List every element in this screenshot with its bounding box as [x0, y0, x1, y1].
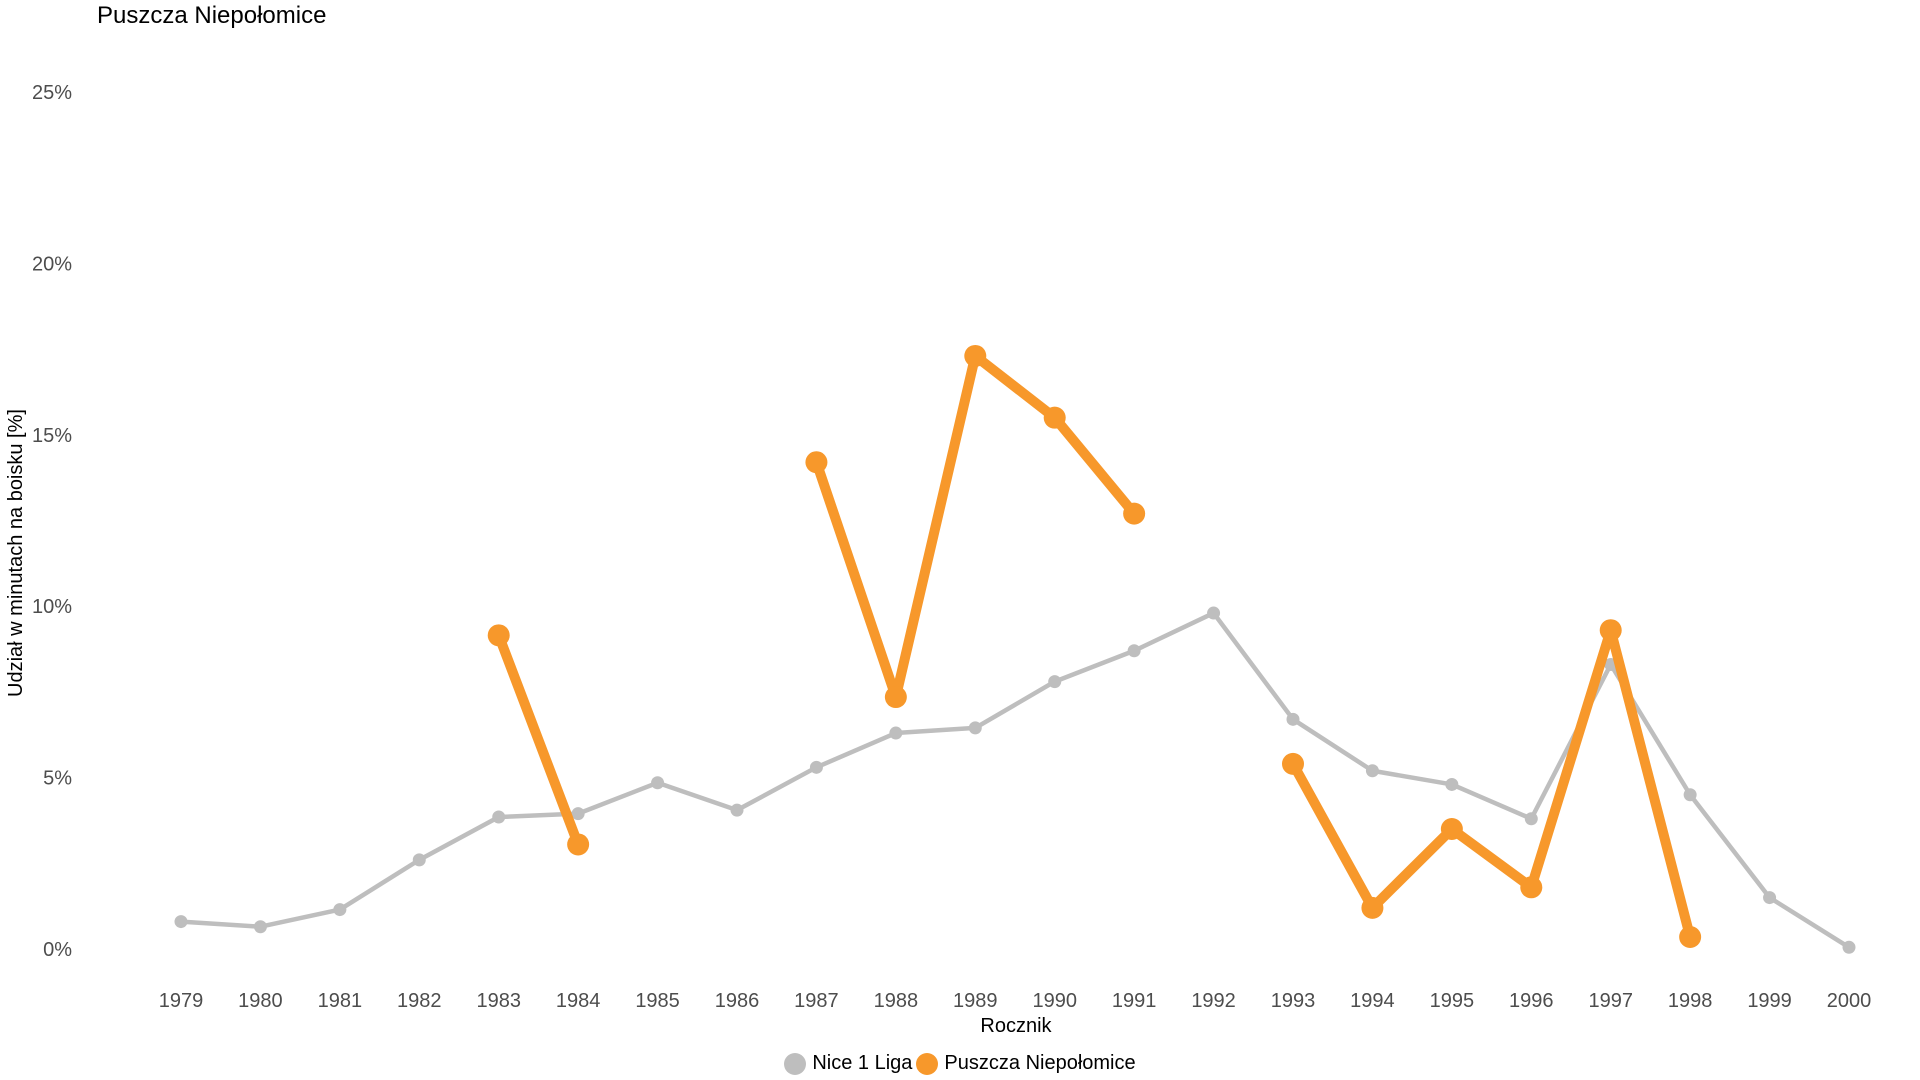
y-axis-title: Udział w minutach na boisku [%]	[5, 409, 27, 697]
x-tick-label: 1987	[794, 990, 839, 1012]
data-point	[964, 344, 987, 367]
x-tick-label: 1992	[1191, 990, 1236, 1012]
legend-item: Nice 1 Liga	[784, 1052, 912, 1075]
y-tick-label: 15%	[32, 425, 72, 447]
data-point	[968, 721, 982, 735]
x-tick-label: 1984	[556, 990, 601, 1012]
x-tick-label: 1980	[238, 990, 283, 1012]
legend-key	[784, 1052, 807, 1075]
data-point	[651, 776, 665, 790]
data-point	[1524, 812, 1538, 826]
legend-label: Nice 1 Liga	[812, 1052, 913, 1074]
series-line	[811, 350, 1140, 703]
x-tick-label: 1998	[1668, 990, 1713, 1012]
x-tick-label: 1994	[1350, 990, 1395, 1012]
series-layer	[174, 344, 1856, 954]
data-point	[567, 833, 590, 856]
data-point	[253, 920, 267, 934]
y-axis-ticks: 0% 5% 10% 15% 20% 25%	[32, 82, 72, 961]
x-tick-label: 1991	[1112, 990, 1157, 1012]
data-point	[1123, 502, 1146, 525]
x-tick-label: 1995	[1430, 990, 1475, 1012]
x-tick-label: 1999	[1747, 990, 1792, 1012]
x-tick-label: 1989	[953, 990, 998, 1012]
data-point	[1679, 926, 1702, 949]
series-line	[178, 610, 1852, 950]
chart-title: Puszcza Niepołomice	[97, 2, 327, 29]
x-tick-label: 1982	[397, 990, 442, 1012]
x-tick-label: 1993	[1271, 990, 1316, 1012]
legend-item: Puszcza Niepołomice	[916, 1052, 1136, 1075]
x-tick-label: 2000	[1827, 990, 1872, 1012]
series-nice-1-liga	[174, 606, 1856, 954]
legend-key	[916, 1052, 939, 1075]
y-tick-label: 25%	[32, 82, 72, 104]
series-line	[1288, 625, 1696, 943]
data-point	[1763, 891, 1777, 905]
data-point	[174, 915, 188, 929]
x-axis-ticks: 1979 1980 1981 1982 1983 1984 1985 1986 1987 1988…	[159, 990, 1872, 1012]
data-point	[1599, 619, 1622, 642]
x-axis-title: Rocznik	[980, 1015, 1052, 1037]
x-tick-label: 1988	[874, 990, 919, 1012]
data-point	[412, 853, 426, 867]
data-point	[1842, 940, 1856, 954]
x-tick-label: 1990	[1032, 990, 1077, 1012]
x-tick-label: 1985	[635, 990, 680, 1012]
x-tick-label: 1996	[1509, 990, 1554, 1012]
y-tick-label: 0%	[43, 939, 72, 961]
data-point	[571, 807, 585, 821]
data-point	[1520, 876, 1543, 899]
data-point	[1440, 818, 1463, 841]
series-puszcza-niepo-omice	[487, 344, 1702, 949]
x-tick-label: 1983	[476, 990, 521, 1012]
series-line	[493, 630, 584, 850]
data-point	[1127, 644, 1141, 658]
data-point	[884, 686, 907, 709]
y-tick-label: 20%	[32, 253, 72, 275]
y-tick-label: 10%	[32, 596, 72, 618]
data-point	[333, 903, 347, 917]
data-point	[1365, 764, 1379, 778]
data-point	[1048, 675, 1062, 689]
data-point	[1282, 752, 1304, 775]
y-tick-label: 5%	[43, 768, 72, 790]
data-point	[809, 760, 823, 774]
data-point	[805, 451, 828, 474]
data-point	[1043, 406, 1066, 429]
legend-label: Puszcza Niepołomice	[944, 1052, 1136, 1074]
data-point	[730, 803, 744, 817]
x-tick-label: 1986	[715, 990, 760, 1012]
data-point	[1361, 896, 1384, 919]
data-point	[1207, 606, 1221, 620]
data-point	[487, 624, 510, 647]
x-tick-label: 1997	[1588, 990, 1633, 1012]
x-tick-label: 1981	[318, 990, 363, 1012]
legend: Nice 1 Liga Puszcza Niepołomice	[0, 1052, 1920, 1075]
data-point	[1683, 788, 1697, 802]
data-point	[492, 810, 506, 824]
data-point	[889, 726, 903, 740]
data-point	[1286, 712, 1300, 726]
x-tick-label: 1979	[159, 990, 204, 1012]
data-point	[1445, 777, 1459, 791]
